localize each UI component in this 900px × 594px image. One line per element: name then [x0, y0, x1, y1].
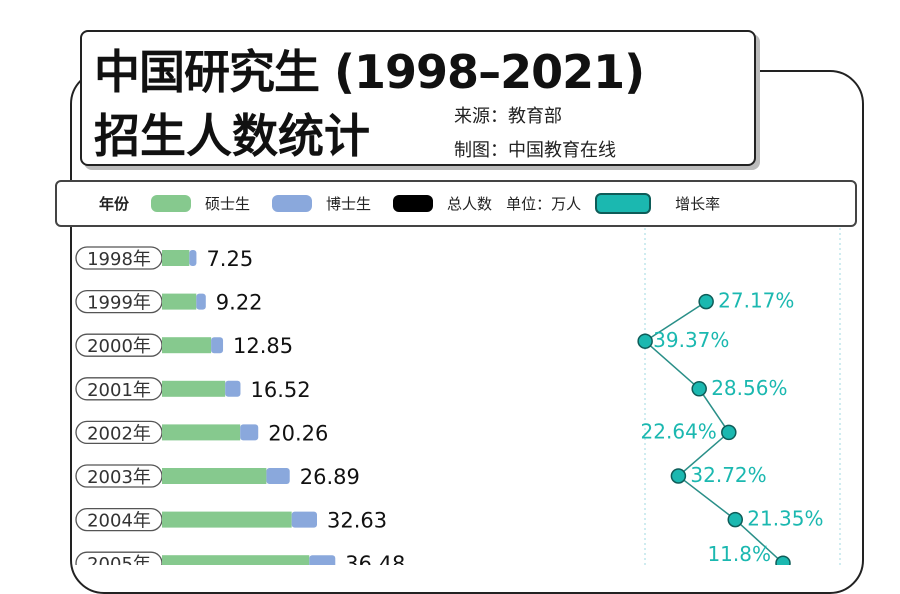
bar-doctor [225, 380, 241, 397]
legend-year: 年份 [99, 195, 130, 213]
bar-doctor [240, 424, 259, 441]
year-label: 2003年 [87, 467, 151, 488]
growth-label: 39.37% [653, 328, 729, 352]
bar-master [162, 424, 241, 441]
bar-doctor [189, 250, 197, 266]
bar-master [162, 337, 212, 354]
bar-doctor [196, 293, 206, 310]
growth-point [721, 424, 737, 441]
year-label: 1998年 [87, 249, 151, 270]
growth-point [691, 381, 707, 397]
total-label: 20.26 [268, 421, 328, 445]
year-label: 2002年 [87, 423, 151, 444]
maker: 制图：中国教育在线 [454, 140, 616, 161]
total-label: 16.52 [250, 378, 310, 402]
total-label: 32.63 [327, 509, 387, 533]
legend-growth: 增长率 [675, 195, 721, 213]
growth-point [670, 468, 687, 484]
legend-total-swatch [393, 195, 434, 212]
chart-svg: 1998年 7.25 1999年 9.22 2000年 12.85 2001年 16.52 20… [75, 228, 841, 565]
total-label: 36.48 [345, 552, 405, 565]
title-box: 中国研究生 (1998–2021) 招生人数统计 来源：教育部 制图：中国教育在… [80, 30, 756, 166]
bar-doctor [211, 337, 224, 354]
bar-doctor [291, 511, 317, 528]
total-label: 26.89 [300, 465, 360, 489]
year-label: 1999年 [87, 293, 151, 314]
bar-master [162, 250, 190, 266]
legend-master: 硕士生 [205, 195, 251, 213]
legend-total: 总人数 [447, 195, 493, 213]
year-label: 2004年 [87, 511, 151, 532]
bar-doctor [309, 555, 336, 565]
year-label: 2001年 [87, 380, 151, 401]
bar-master [162, 511, 292, 528]
title-line1: 中国研究生 (1998–2021) [94, 45, 645, 99]
bar-master [162, 380, 226, 397]
legend: 年份 硕士生 博士生 总人数 单位：万人 增长率 [55, 180, 857, 227]
legend-doctor: 博士生 [326, 195, 372, 213]
growth-label: 21.35% [747, 507, 823, 531]
growth-label: 27.17% [718, 289, 794, 313]
source: 来源：教育部 [454, 106, 562, 127]
bar-master [162, 293, 197, 310]
growth-label: 11.8% [707, 542, 771, 565]
total-label: 9.22 [216, 291, 263, 315]
growth-label: 22.64% [641, 419, 717, 443]
bar-master [162, 555, 310, 565]
growth-point [698, 293, 714, 310]
legend-unit: 单位：万人 [506, 195, 582, 213]
legend-master-swatch [151, 195, 192, 212]
growth-point [637, 333, 653, 349]
growth-label: 28.56% [711, 376, 787, 400]
title-line2: 招生人数统计 [94, 109, 370, 163]
bar-doctor [266, 468, 290, 484]
bar-master [162, 468, 267, 484]
growth-point [775, 555, 791, 565]
legend-growth-swatch [595, 193, 652, 214]
total-label: 7.25 [206, 247, 253, 271]
legend-doctor-swatch [272, 195, 313, 212]
growth-label: 32.72% [690, 463, 766, 487]
total-label: 12.85 [233, 334, 293, 358]
growth-point [727, 511, 743, 528]
year-label: 2000年 [87, 336, 151, 357]
year-label: 2005年 [87, 554, 151, 565]
